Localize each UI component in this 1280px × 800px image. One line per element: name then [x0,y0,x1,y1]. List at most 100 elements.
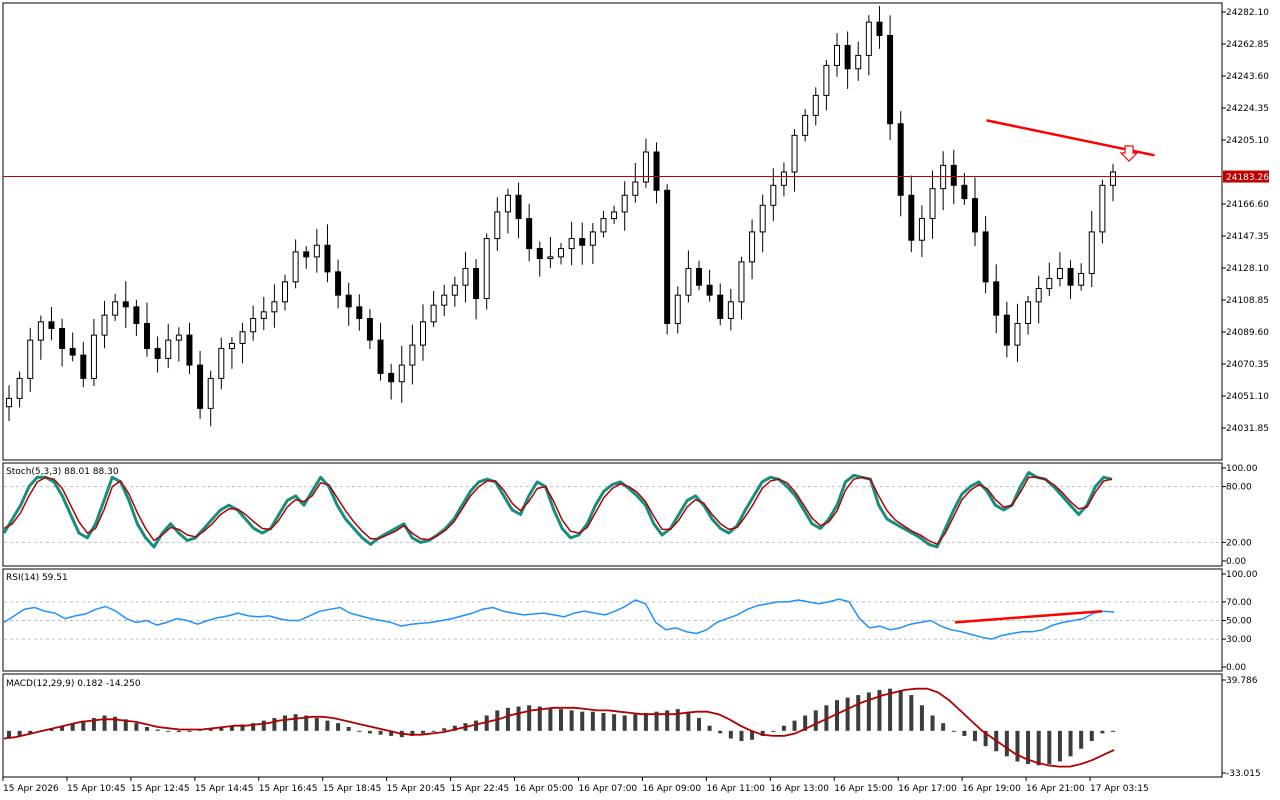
candle-body [791,134,798,173]
macd-bar [643,712,648,731]
candle-body [950,164,957,186]
macd-bar [293,714,298,731]
macd-bar [1015,730,1020,762]
macd-axis: 39.786 -33.015 [1222,676,1261,779]
macd-bar [601,712,606,731]
candle-body [303,251,310,258]
rsi-tick-label: 30.00 [1226,635,1252,645]
macd-bar [1047,730,1052,765]
candle-body [1035,288,1042,303]
price-tick-label: 24108.85 [1226,296,1269,306]
stochastic-levels [4,486,1221,543]
current-price-line: 24183.26 [3,170,1269,183]
macd-bar [866,692,871,731]
macd-bar [325,720,330,731]
candle-body [483,238,490,300]
candle-body [197,364,204,409]
candle-body [260,311,267,319]
macd-bar [134,723,139,731]
candle-body [16,377,23,399]
candle-body [780,171,787,186]
stochastic-axis: 100.00 80.00 20.00 0.00 [1222,464,1258,567]
candle-body [239,331,246,344]
macd-bar [835,700,839,731]
candle-body [685,268,692,296]
macd-bar [1111,730,1115,732]
macd-bar [877,689,882,731]
candle-body [982,231,989,283]
candle-body [250,317,257,333]
macd-bar [70,723,75,731]
candle-body [398,364,405,383]
down-arrow-shape [1119,145,1139,162]
macd-bar [973,730,977,742]
macd-bar [527,705,532,731]
candle-body [101,314,108,336]
macd-bar [421,730,425,734]
candle-body [621,194,628,213]
macd-bar [707,725,712,731]
candle-body [993,281,1000,316]
price-tick-label: 24205.10 [1226,136,1269,146]
stochastic-pane[interactable]: Stoch(5,3,3) 88.01 88.30 100.00 80.00 20.0… [2,462,1258,567]
rsi-levels [4,601,1221,640]
candle-body [653,151,660,191]
candlestick-series [6,6,1116,427]
time-axis: 15 Apr 2026 15 Apr 10:45 15 Apr 12:45 15 Ap… [2,777,1149,794]
candle-body [271,301,278,313]
macd-bar [367,730,372,734]
macd-bar [166,730,171,732]
candle-body [589,231,596,246]
macd-pane-frame [2,673,1223,778]
price-tick-label: 24243.60 [1226,72,1269,82]
rsi-axis: 100.00 70.00 50.00 30.00 0.00 [1222,570,1258,673]
rsi-pane[interactable]: RSI(14) 59.51 100.00 70.00 50.00 30.00 0.00 [2,568,1258,673]
time-tick-label: 15 Apr 22:45 [451,784,510,794]
candle-body [738,261,745,303]
rsi-tick-label: 0.00 [1226,663,1246,673]
macd-bar [771,730,776,732]
macd-bar [17,730,22,736]
macd-histogram [7,688,1115,766]
candle-body [335,271,342,296]
candle-body [154,347,161,359]
price-tick-label: 24128.10 [1226,264,1269,274]
candle-body [313,244,320,258]
candle-body [324,244,331,273]
candle-body [929,188,936,220]
candle-body [727,301,734,319]
price-label-box [1223,170,1269,183]
rsi-tick-label: 100.00 [1226,570,1258,580]
macd-bar [91,718,96,731]
main-pane[interactable]: 24183.26 24282.10 24262.85 24243.60 24224.3… [2,2,1269,461]
candle-body [6,397,12,408]
macd-bar [60,725,65,731]
time-tick-label: 16 Apr 07:00 [578,784,637,794]
macd-bar [654,711,659,731]
macd-bar [718,730,723,734]
time-tick-label: 16 Apr 05:00 [515,784,574,794]
candle-body [112,301,119,316]
macd-bar [505,707,510,731]
time-tick-label: 16 Apr 19:00 [962,784,1021,794]
candle-body [717,294,724,319]
candle-body [90,334,97,379]
macd-bar [113,716,118,731]
candle-body [674,294,681,324]
candle-body [706,284,713,296]
macd-bar [941,723,946,731]
candle-body [218,347,225,379]
macd-bar [123,719,128,731]
macd-bar [728,730,733,739]
macd-bar [145,726,149,731]
macd-bar [410,730,415,736]
candle-body [122,301,129,308]
candle-body [972,198,978,233]
candle-body [366,317,373,341]
macd-bar [1004,730,1009,757]
candle-body [1046,278,1053,290]
macd-bar [102,715,107,731]
macd-pane[interactable]: MACD(12,29,9) 0.182 -14.250 39.786 -33.01… [2,673,1261,779]
macd-signal-polyline [3,687,1115,768]
